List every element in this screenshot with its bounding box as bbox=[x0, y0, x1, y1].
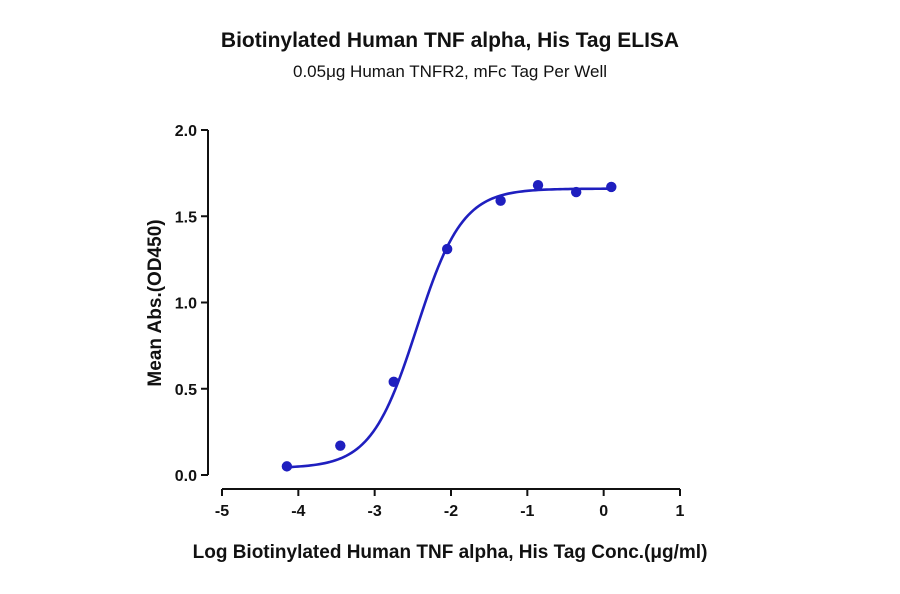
x-tick-label: -4 bbox=[291, 503, 305, 520]
y-tick-label: 1.5 bbox=[175, 209, 197, 226]
data-point bbox=[335, 440, 346, 451]
x-tick-label: 1 bbox=[676, 503, 685, 520]
points-layer bbox=[281, 180, 617, 472]
y-tick-label: 2.0 bbox=[175, 123, 197, 140]
data-point bbox=[606, 181, 617, 193]
y-tick-label: 1.0 bbox=[175, 296, 197, 313]
x-tick-label: -3 bbox=[368, 503, 382, 520]
fit-layer bbox=[286, 187, 612, 469]
data-point bbox=[281, 461, 293, 472]
data-point bbox=[570, 186, 582, 198]
data-point bbox=[441, 243, 453, 255]
x-tick-label: 0 bbox=[599, 503, 608, 520]
chart-subtitle: 0.05μg Human TNFR2, mFc Tag Per Well bbox=[292, 62, 608, 81]
y-tick-label: 0.0 bbox=[175, 468, 197, 485]
chart-title: Biotinylated Human TNF alpha, His Tag EL… bbox=[220, 29, 680, 52]
x-axis-title: Log Biotinylated Human TNF alpha, His Ta… bbox=[193, 542, 708, 563]
y-axis-title: Mean Abs.(OD450) bbox=[145, 219, 166, 386]
x-tick-label: -1 bbox=[520, 503, 534, 520]
data-point bbox=[495, 195, 506, 206]
data-point bbox=[388, 376, 399, 388]
data-point bbox=[532, 180, 544, 191]
axes: 0.0 0.5 1.0 1.5 2.0 -5 -4 -3 -2 -1 0 1 bbox=[175, 123, 685, 520]
y-tick-label: 0.5 bbox=[175, 382, 197, 399]
x-tick-label: -5 bbox=[215, 503, 229, 520]
x-tick-label: -2 bbox=[444, 503, 458, 520]
fit-curve bbox=[286, 187, 612, 469]
